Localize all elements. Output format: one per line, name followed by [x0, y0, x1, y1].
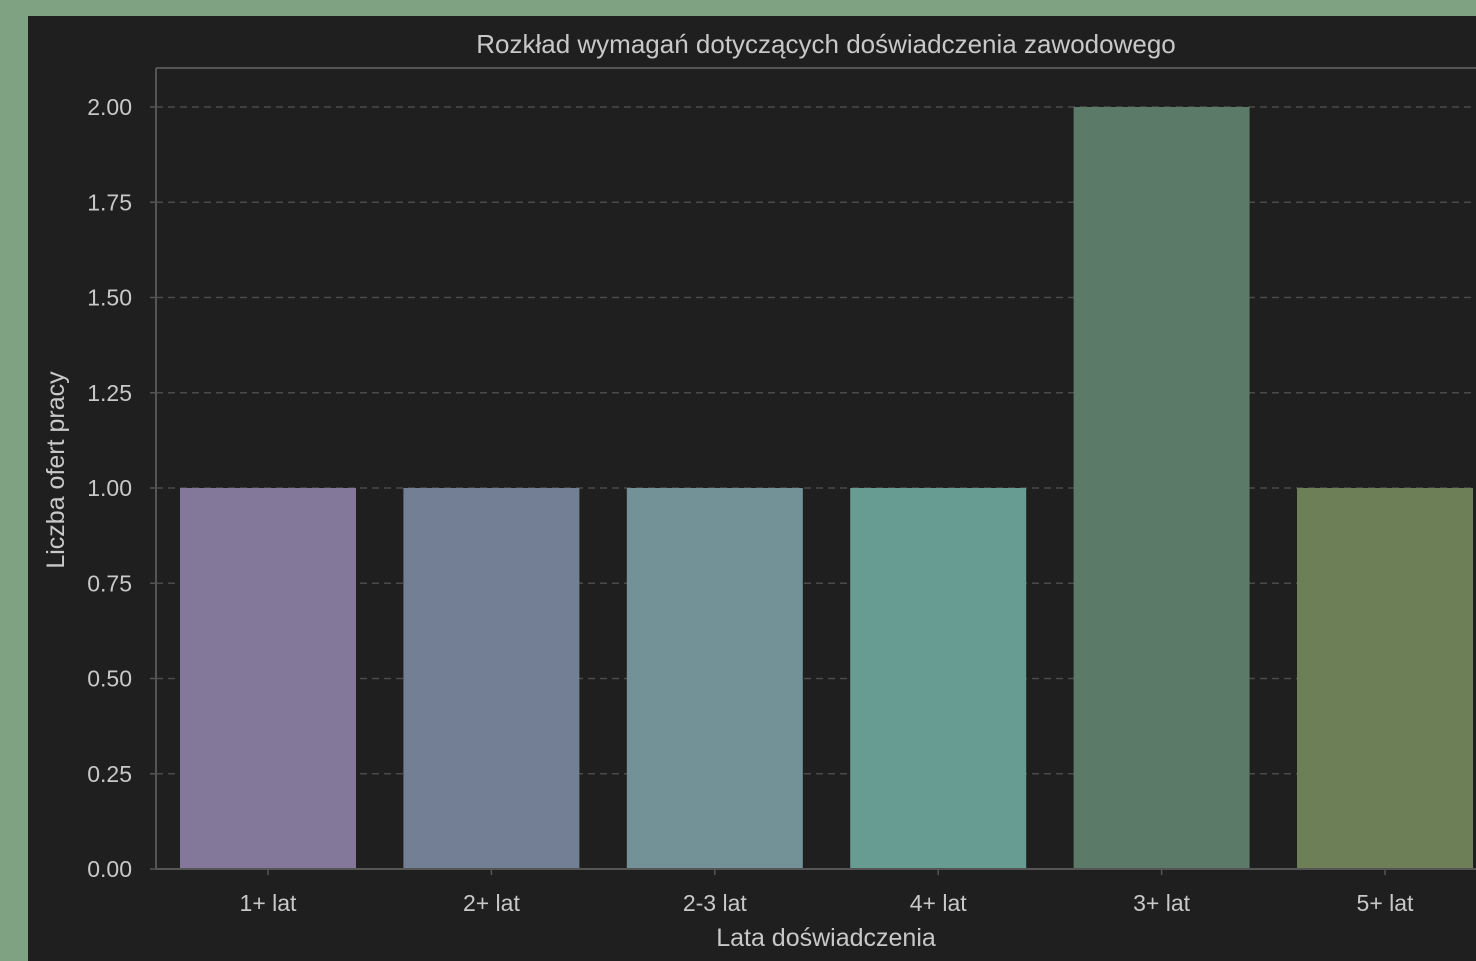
bar	[180, 488, 356, 869]
bar	[626, 488, 803, 869]
x-axis-label: Lata doświadczenia	[716, 924, 936, 952]
x-tick-label: 2+ lat	[463, 890, 521, 916]
y-tick-label: 0.75	[87, 570, 132, 596]
bars	[180, 107, 1473, 869]
x-tick-label: 3+ lat	[1133, 890, 1191, 916]
y-tick-label: 0.25	[87, 761, 132, 787]
y-tick-label: 1.25	[87, 380, 132, 406]
x-tick-label: 2-3 lat	[683, 890, 748, 916]
x-tick-label: 4+ lat	[910, 890, 968, 916]
grid-lines	[156, 106, 1476, 775]
y-axis-label: Liczba ofert pracy	[42, 371, 70, 569]
bar	[1297, 488, 1473, 869]
bar	[850, 488, 1027, 869]
y-tick-label: 0.50	[87, 666, 132, 692]
bar	[403, 488, 580, 869]
x-tick-label: 5+ lat	[1357, 890, 1415, 916]
x-tick-label: 1+ lat	[240, 890, 298, 916]
y-tick-label: 1.75	[87, 189, 132, 215]
tick-labels: 0.00 0.25 0.50 0.75 1.00 1.25 1.50 1.75 2.00 1+ l…	[87, 94, 1414, 916]
bar	[1073, 107, 1250, 869]
y-tick-label: 0.00	[87, 856, 132, 882]
chart-title: Rozkład wymagań dotyczących doświadczeni…	[476, 29, 1176, 59]
y-tick-label: 2.00	[87, 94, 132, 120]
y-tick-label: 1.50	[87, 285, 132, 311]
y-tick-label: 1.00	[87, 475, 132, 501]
